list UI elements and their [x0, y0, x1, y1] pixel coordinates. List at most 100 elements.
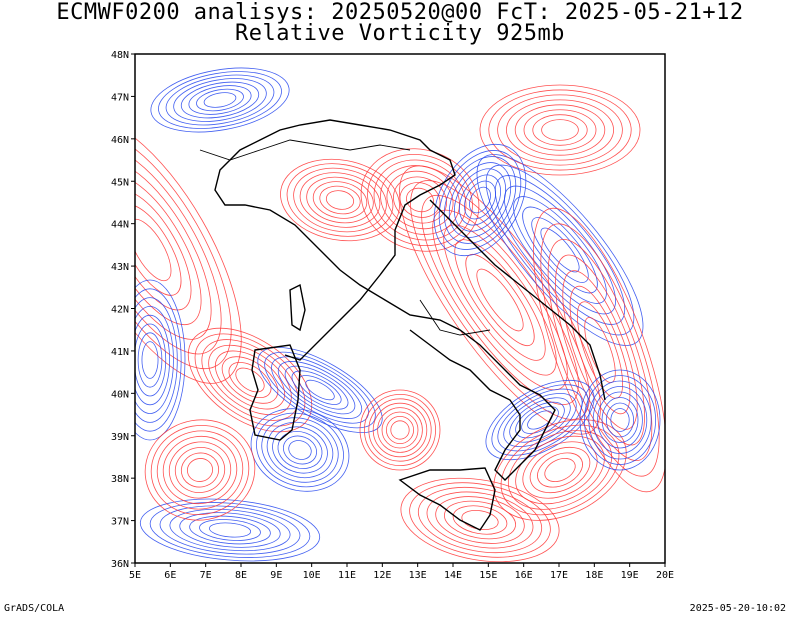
contour-line — [169, 508, 291, 552]
contour-line — [277, 361, 363, 419]
contour-line — [325, 190, 355, 210]
contour-line — [453, 168, 507, 232]
contour-line — [529, 446, 591, 494]
contour-line — [135, 160, 212, 340]
contour-line — [196, 88, 244, 112]
x-tick-label: 13E — [409, 570, 427, 581]
contour-line — [410, 180, 590, 420]
contour-line — [284, 365, 356, 415]
plot-title: ECMWF0200 analisys: 20250520@00 FcT: 202… — [56, 0, 744, 25]
contour-line — [469, 186, 491, 214]
contour-line — [433, 143, 527, 257]
contour-line — [606, 402, 635, 438]
contour-line — [156, 430, 244, 510]
contour-line — [454, 239, 546, 361]
y-tick-label: 42N — [111, 305, 129, 316]
contour-line — [421, 194, 579, 406]
y-tick-label: 43N — [111, 262, 129, 273]
contour-line — [282, 435, 318, 465]
contour-line — [523, 109, 597, 151]
contour-line — [390, 420, 410, 440]
contour-line — [426, 491, 534, 549]
contour-line — [286, 163, 394, 237]
contour-line — [569, 285, 631, 415]
x-tick-label: 20E — [656, 570, 674, 581]
contour-line — [208, 344, 292, 416]
contour-line — [135, 189, 192, 311]
contour-line — [291, 370, 349, 410]
contour-line — [149, 502, 311, 558]
contour-line — [562, 270, 638, 430]
contour-line — [288, 440, 312, 460]
contour-line — [547, 239, 653, 461]
contour-line — [601, 397, 639, 443]
contour-line — [541, 119, 579, 141]
contour-line — [513, 196, 607, 304]
contour-line — [264, 351, 376, 429]
contour-line — [137, 332, 163, 388]
contour-line — [597, 391, 643, 449]
contour-line — [584, 375, 657, 465]
contour-line — [522, 441, 598, 499]
contour-line — [135, 288, 182, 432]
y-tick-label: 46N — [111, 135, 129, 146]
x-axis: 5E 6E 7E 8E 9E 10E 11E 12E 13E 14E 15E 16E 17E 18E 19E… — [129, 563, 674, 581]
y-tick-label: 47N — [111, 92, 129, 103]
contour-line — [174, 447, 226, 493]
x-tick-label: 11E — [338, 570, 356, 581]
contour-line — [497, 94, 623, 166]
contour-line — [494, 175, 626, 325]
footer-credit: GrADS/COLA — [4, 603, 65, 614]
contour-line — [399, 165, 601, 435]
coastlines — [199, 119, 606, 531]
contour-line — [173, 78, 267, 122]
contour-line — [610, 408, 630, 432]
contour-line — [372, 402, 428, 458]
contour-line — [465, 253, 535, 347]
contour-line — [189, 515, 271, 545]
contour-line — [135, 174, 202, 326]
x-tick-label: 9E — [270, 570, 282, 581]
contour-line — [540, 223, 660, 477]
contour-line — [228, 361, 272, 399]
contour-line — [208, 522, 252, 538]
contour-line — [203, 92, 237, 108]
contour-line — [158, 71, 282, 129]
contour-line — [141, 341, 159, 379]
contour-line — [406, 187, 434, 213]
contour-line — [537, 452, 583, 488]
x-tick-label: 12E — [373, 570, 391, 581]
contour-line — [464, 180, 496, 220]
contour-line — [199, 519, 261, 541]
contour-line — [360, 148, 480, 252]
contour-line — [135, 204, 182, 296]
contour-line — [417, 487, 543, 553]
contour-line — [485, 164, 635, 336]
contour-line — [488, 89, 632, 171]
contour-line — [432, 209, 568, 391]
contour-line — [385, 415, 414, 444]
contour-line — [180, 81, 260, 119]
x-tick-label: 6E — [164, 570, 176, 581]
contour-line — [532, 114, 588, 146]
contour-line — [409, 482, 551, 558]
contour-line — [592, 386, 648, 454]
contour-line — [186, 458, 214, 482]
contour-line — [135, 116, 242, 384]
contour-line — [479, 84, 641, 176]
contour-line — [305, 379, 335, 401]
contour-line — [448, 162, 512, 238]
y-tick-label: 39N — [111, 432, 129, 443]
contour-line — [139, 498, 321, 562]
x-tick-label: 10E — [303, 570, 321, 581]
contour-line — [266, 421, 334, 479]
plot-subtitle: Relative Vorticity 925mb — [235, 21, 565, 46]
contour-line — [438, 150, 522, 250]
contour-line — [272, 426, 328, 474]
contour-line — [522, 206, 598, 294]
contour-line — [359, 389, 441, 471]
x-tick-label: 8E — [235, 570, 247, 581]
x-tick-label: 5E — [129, 570, 141, 581]
contour-line — [380, 165, 460, 235]
